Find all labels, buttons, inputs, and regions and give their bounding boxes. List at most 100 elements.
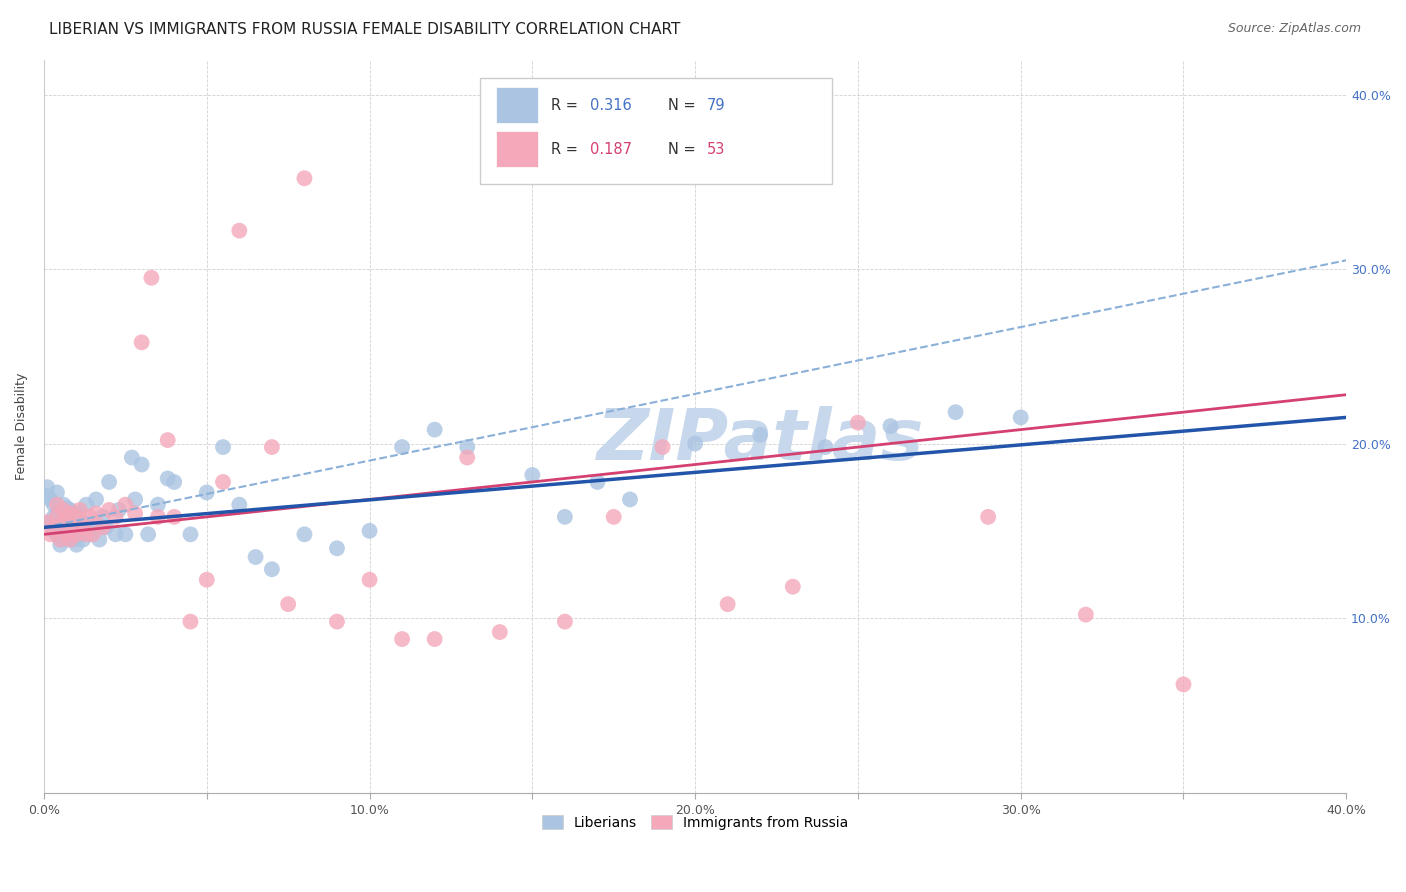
Point [49, 538, 72, 552]
Point [65, 538, 87, 552]
Text: LIBERIAN VS IMMIGRANTS FROM RUSSIA FEMALE DISABILITY CORRELATION CHART: LIBERIAN VS IMMIGRANTS FROM RUSSIA FEMAL… [49, 22, 681, 37]
Point [456, 450, 478, 465]
Point [179, 615, 201, 629]
Point [46, 498, 69, 512]
Point [49, 533, 72, 547]
Point [46, 527, 69, 541]
Point [37, 489, 59, 503]
Point [46, 507, 69, 521]
Point [42, 524, 65, 538]
Point [814, 440, 837, 454]
Point [55, 509, 77, 524]
Point [326, 541, 349, 556]
Point [62, 520, 84, 534]
Point [603, 509, 626, 524]
Point [72, 515, 94, 529]
Point [619, 492, 641, 507]
Point [108, 503, 131, 517]
Text: 53: 53 [707, 142, 725, 156]
Point [586, 475, 609, 489]
Point [39, 492, 62, 507]
Point [75, 527, 97, 541]
Point [55, 509, 77, 524]
Point [49, 503, 72, 517]
Point [141, 270, 163, 285]
Point [69, 527, 91, 541]
Point [49, 518, 72, 533]
Point [749, 427, 772, 442]
Point [42, 498, 65, 512]
Point [55, 527, 77, 541]
Point [163, 509, 186, 524]
Point [91, 509, 114, 524]
Point [94, 520, 117, 534]
Point [82, 527, 104, 541]
Text: R =: R = [551, 142, 582, 156]
Point [52, 515, 75, 529]
Text: 0.187: 0.187 [589, 142, 631, 156]
Point [391, 440, 413, 454]
Point [124, 492, 146, 507]
Point [79, 527, 101, 541]
Point [114, 527, 136, 541]
Point [359, 573, 381, 587]
Point [879, 419, 901, 434]
Point [49, 533, 72, 547]
Point [228, 224, 250, 238]
Point [62, 520, 84, 534]
Bar [496, 87, 537, 123]
Point [42, 509, 65, 524]
Point [75, 520, 97, 534]
Point [522, 467, 544, 482]
Point [1173, 677, 1195, 691]
Point [163, 475, 186, 489]
Point [55, 533, 77, 547]
Bar [496, 131, 537, 168]
Point [359, 524, 381, 538]
Point [89, 533, 111, 547]
Point [554, 509, 576, 524]
Point [195, 485, 218, 500]
Point [37, 480, 59, 494]
Point [294, 171, 316, 186]
Point [294, 527, 316, 541]
Text: R =: R = [551, 97, 582, 112]
Point [104, 509, 127, 524]
Point [423, 423, 446, 437]
Point [977, 509, 1000, 524]
Point [245, 549, 267, 564]
Point [59, 527, 82, 541]
Point [65, 507, 87, 521]
Point [59, 507, 82, 521]
Point [46, 515, 69, 529]
Point [39, 527, 62, 541]
Point [651, 440, 673, 454]
Point [131, 335, 153, 350]
Point [195, 573, 218, 587]
Point [55, 501, 77, 516]
Point [69, 509, 91, 524]
Point [59, 533, 82, 547]
Point [114, 498, 136, 512]
Point [456, 440, 478, 454]
Legend: Liberians, Immigrants from Russia: Liberians, Immigrants from Russia [537, 810, 853, 836]
Point [131, 458, 153, 472]
Point [683, 436, 706, 450]
Point [782, 580, 804, 594]
Point [124, 507, 146, 521]
Point [55, 520, 77, 534]
Point [62, 507, 84, 521]
Point [52, 527, 75, 541]
Point [945, 405, 967, 419]
Point [554, 615, 576, 629]
Point [52, 524, 75, 538]
Y-axis label: Female Disability: Female Disability [15, 373, 28, 480]
Point [326, 615, 349, 629]
Point [212, 440, 235, 454]
Point [104, 527, 127, 541]
Point [59, 503, 82, 517]
Point [146, 498, 169, 512]
Point [72, 533, 94, 547]
Point [228, 498, 250, 512]
Point [717, 597, 740, 611]
